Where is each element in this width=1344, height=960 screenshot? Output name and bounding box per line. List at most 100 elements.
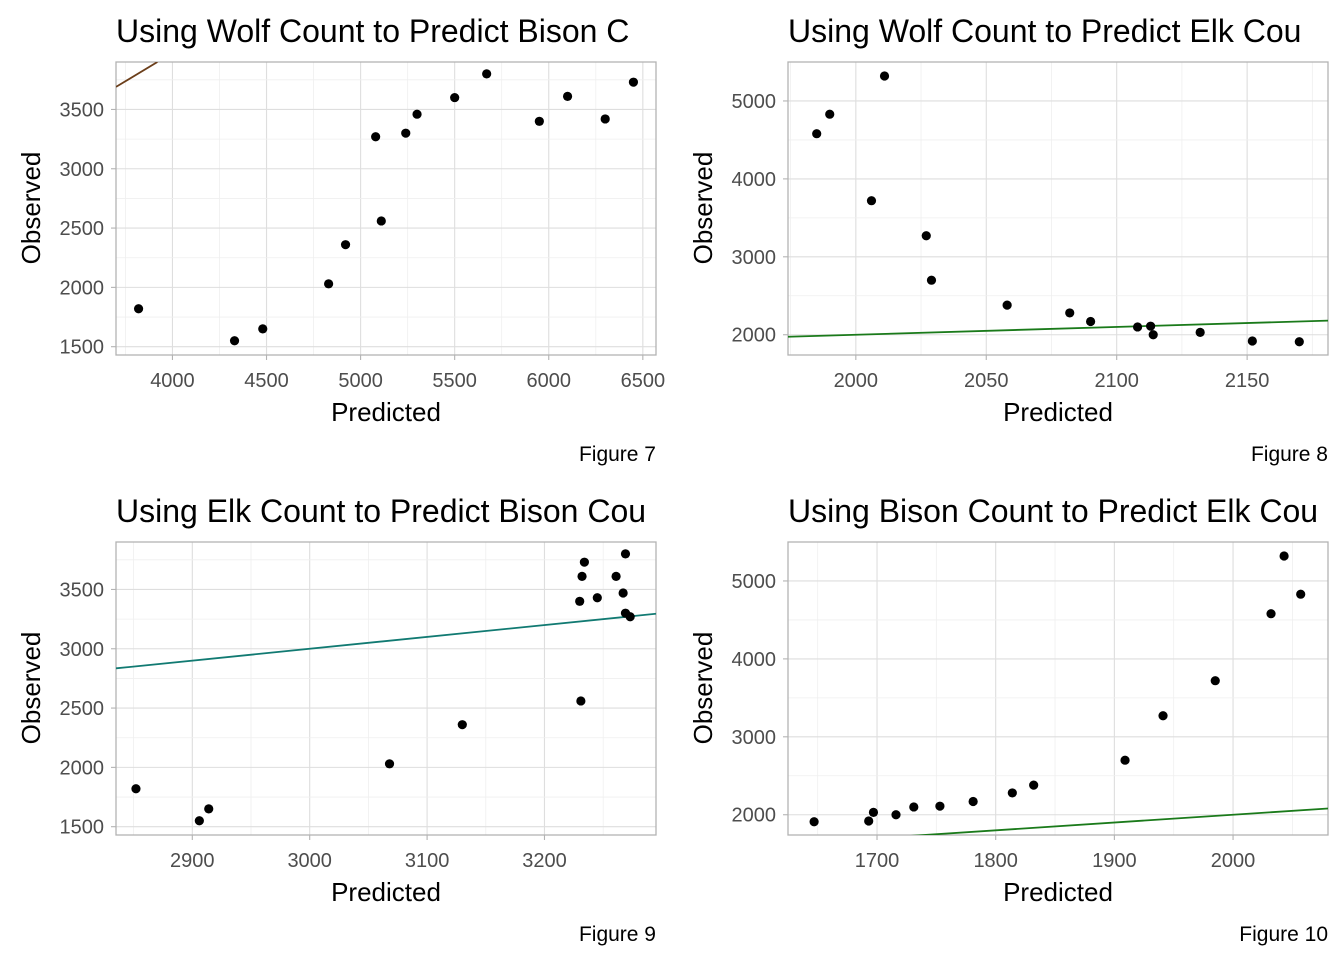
- y-axis-label: Observed: [688, 632, 718, 745]
- data-point: [1294, 337, 1304, 347]
- reference-line: [910, 807, 1328, 835]
- y-tick-label: 2500: [60, 218, 105, 240]
- data-point: [133, 304, 144, 314]
- x-axis-label: Predicted: [331, 877, 441, 907]
- data-point: [1132, 322, 1143, 332]
- figure-caption: Figure 8: [1251, 443, 1328, 466]
- y-axis-label: Observed: [688, 152, 718, 265]
- x-axis-label: Predicted: [1003, 397, 1113, 427]
- data-point: [401, 128, 411, 138]
- data-point: [926, 275, 937, 285]
- data-point: [600, 114, 610, 124]
- x-tick-label: 1800: [973, 850, 1018, 872]
- x-tick-label: 2900: [170, 850, 215, 872]
- data-point: [812, 129, 822, 139]
- x-tick-label: 3100: [405, 850, 450, 872]
- data-point: [376, 216, 386, 226]
- data-point: [968, 796, 978, 807]
- y-tick-label: 2000: [60, 277, 105, 299]
- data-point: [1266, 609, 1276, 619]
- data-point: [935, 801, 945, 811]
- data-point: [194, 816, 204, 826]
- data-point: [1195, 327, 1205, 338]
- data-point: [921, 231, 931, 241]
- figure-caption: Figure 10: [1239, 923, 1328, 946]
- figure-caption: Figure 7: [579, 443, 656, 466]
- y-tick-label: 3500: [60, 99, 105, 121]
- figure-caption: Figure 9: [579, 923, 656, 946]
- reference-line: [116, 62, 158, 88]
- y-tick-label: 3500: [60, 579, 105, 601]
- data-point: [809, 817, 819, 827]
- chart-panel-10: 1700 1800 1900 2000 2000 3000 4000 5000 Using Bi…: [688, 493, 1329, 946]
- data-point: [204, 804, 214, 814]
- data-point: [1007, 788, 1017, 798]
- data-point: [1158, 711, 1168, 721]
- x-tick-label: 6500: [621, 370, 666, 392]
- data-point: [562, 91, 573, 102]
- plot-border: [787, 61, 1329, 356]
- data-point: [575, 596, 585, 606]
- x-tick-label: 3000: [287, 850, 332, 872]
- data-point: [1296, 589, 1306, 599]
- data-point: [577, 571, 587, 582]
- data-point: [864, 816, 874, 826]
- reference-line: [788, 319, 1328, 338]
- data-point: [579, 557, 589, 567]
- data-point: [324, 279, 334, 289]
- data-point: [258, 324, 268, 334]
- y-tick-label: 5000: [732, 571, 777, 593]
- x-tick-label: 5500: [432, 370, 477, 392]
- plot-border: [787, 541, 1329, 836]
- x-tick-label: 2100: [1094, 370, 1139, 392]
- x-tick-label: 2050: [964, 370, 1009, 392]
- y-tick-label: 2000: [732, 805, 777, 827]
- x-axis-label: Predicted: [331, 397, 441, 427]
- y-tick-label: 5000: [732, 91, 777, 113]
- data-point: [534, 116, 544, 126]
- x-tick-label: 2000: [834, 370, 879, 392]
- chart-panel-9: 2900 3000 3100 3200 1500 2000 2500 3000 3500 Usin…: [16, 493, 657, 946]
- data-point: [340, 240, 351, 250]
- y-tick-label: 4000: [732, 169, 777, 191]
- x-tick-label: 4500: [244, 370, 289, 392]
- data-point: [592, 593, 602, 603]
- x-axis-label: Predicted: [1003, 877, 1113, 907]
- data-point: [1065, 308, 1075, 318]
- data-point: [891, 810, 901, 820]
- plot-border: [115, 541, 657, 836]
- y-tick-label: 1500: [60, 337, 105, 359]
- data-point: [384, 759, 395, 769]
- x-tick-label: 3200: [522, 850, 567, 872]
- data-point: [625, 612, 635, 622]
- x-tick-label: 2150: [1225, 370, 1270, 392]
- gridlines: [788, 541, 1328, 835]
- data-point: [1029, 780, 1039, 790]
- data-point: [620, 549, 631, 559]
- data-point: [618, 588, 628, 598]
- y-tick-label: 3000: [732, 247, 777, 269]
- data-point: [1247, 336, 1257, 346]
- x-tick-label: 2000: [1211, 850, 1256, 872]
- x-tick-label: 5000: [338, 370, 383, 392]
- y-axis-label: Observed: [16, 632, 46, 745]
- data-point: [1279, 551, 1289, 561]
- chart-title: Using Wolf Count to Predict Bison C: [116, 13, 629, 49]
- chart-title: Using Elk Count to Predict Bison Cou: [116, 493, 646, 529]
- y-tick-label: 1500: [60, 817, 105, 839]
- y-tick-label: 3000: [732, 727, 777, 749]
- data-point: [576, 696, 586, 706]
- x-tick-label: 1900: [1092, 850, 1137, 872]
- data-point: [1086, 316, 1096, 327]
- data-point: [866, 196, 877, 206]
- data-point: [1120, 755, 1130, 765]
- chart-panel-7: 4000 4500 5000 5500 6000 6500 1500 2000 2500 3000…: [16, 13, 665, 466]
- y-tick-label: 4000: [732, 649, 777, 671]
- chart-title: Using Bison Count to Predict Elk Cou: [788, 493, 1318, 529]
- data-point: [879, 71, 890, 81]
- data-point: [371, 132, 381, 142]
- data-point: [412, 109, 422, 119]
- data-point: [1002, 300, 1012, 310]
- y-axis-label: Observed: [16, 152, 46, 265]
